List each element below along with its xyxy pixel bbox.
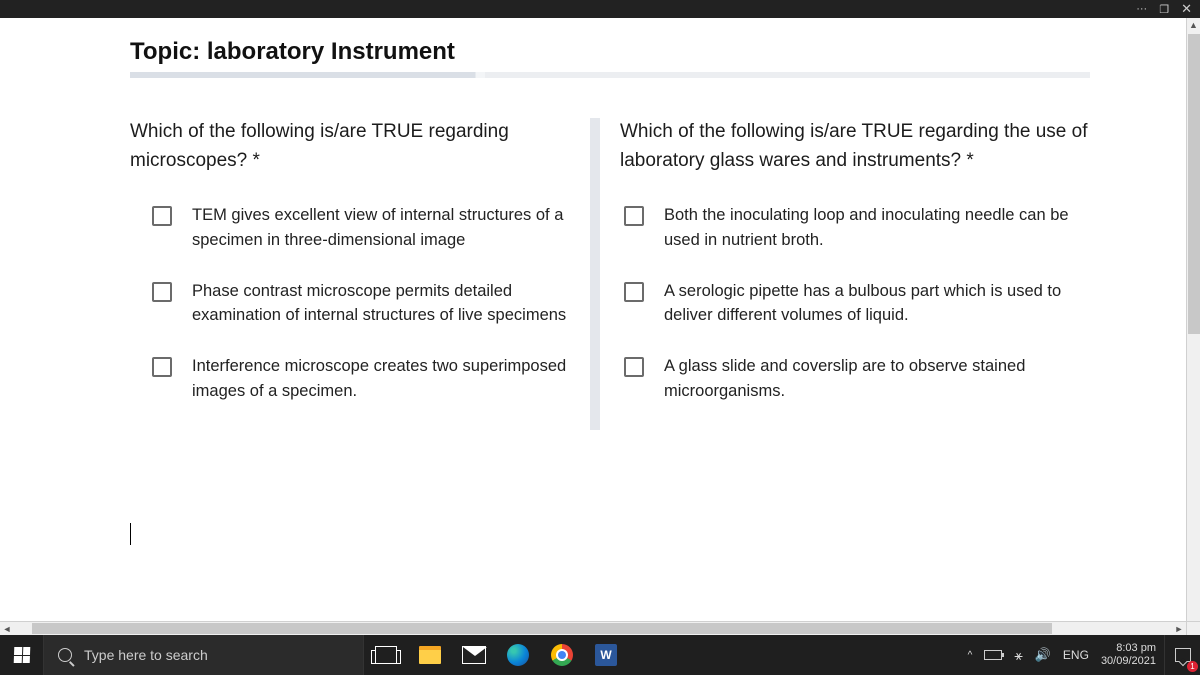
option-text: Phase contrast microscope permits detail… <box>192 279 572 329</box>
scroll-left-icon[interactable]: ◄ <box>0 624 14 634</box>
search-placeholder: Type here to search <box>84 647 208 663</box>
taskbar-search[interactable]: Type here to search <box>44 635 364 675</box>
scroll-right-icon[interactable]: ► <box>1172 624 1186 634</box>
option-row: A glass slide and coverslip are to obser… <box>620 354 1090 404</box>
mail-icon <box>462 646 486 664</box>
mail-button[interactable] <box>452 635 496 675</box>
tray-date: 30/09/2021 <box>1101 655 1156 668</box>
window-titlebar: ··· ❐ ✕ <box>0 0 1200 18</box>
checkbox[interactable] <box>624 206 644 226</box>
task-view-button[interactable] <box>364 635 408 675</box>
file-explorer-button[interactable] <box>408 635 452 675</box>
checkbox[interactable] <box>152 206 172 226</box>
checkbox[interactable] <box>152 282 172 302</box>
document-page: Topic: laboratory Instrument Which of th… <box>0 18 1186 635</box>
topic-heading: Topic: laboratory Instrument <box>130 38 1186 66</box>
option-text: Interference microscope creates two supe… <box>192 354 572 404</box>
scroll-thumb[interactable] <box>32 623 1052 634</box>
language-indicator[interactable]: ENG <box>1063 648 1089 662</box>
chrome-icon <box>551 644 573 666</box>
option-row: Both the inoculating loop and inoculatin… <box>620 203 1090 253</box>
checkbox[interactable] <box>624 282 644 302</box>
vertical-scrollbar[interactable]: ▲ <box>1186 18 1200 635</box>
taskbar: Type here to search W ^ ⚹ 🔊 ENG 8:03 pm … <box>0 635 1200 675</box>
windows-logo-icon <box>13 647 30 663</box>
battery-icon[interactable] <box>984 650 1002 660</box>
option-text: Both the inoculating loop and inoculatin… <box>664 203 1090 253</box>
scroll-track[interactable] <box>14 622 1172 635</box>
checkbox[interactable] <box>624 357 644 377</box>
topic-underline <box>130 72 1090 78</box>
option-row: Phase contrast microscope permits detail… <box>130 279 572 329</box>
checkbox[interactable] <box>152 357 172 377</box>
question-card-1: Which of the following is/are TRUE regar… <box>130 118 600 430</box>
tray-overflow-icon[interactable]: ^ <box>968 650 973 661</box>
sound-icon[interactable]: 🔊 <box>1035 647 1051 663</box>
more-icon[interactable]: ··· <box>1136 3 1147 15</box>
scroll-thumb[interactable] <box>1188 34 1200 334</box>
search-icon <box>58 648 72 662</box>
question-card-2: Which of the following is/are TRUE regar… <box>620 118 1090 430</box>
text-cursor <box>130 523 131 545</box>
option-text: A glass slide and coverslip are to obser… <box>664 354 1090 404</box>
folder-icon <box>419 646 441 664</box>
edge-button[interactable] <box>496 635 540 675</box>
clock[interactable]: 8:03 pm 30/09/2021 <box>1101 642 1156 668</box>
scroll-up-icon[interactable]: ▲ <box>1187 18 1200 32</box>
scroll-corner <box>1186 621 1200 635</box>
chrome-button[interactable] <box>540 635 584 675</box>
wifi-icon[interactable]: ⚹ <box>1014 647 1022 664</box>
notification-badge: 1 <box>1187 661 1198 672</box>
word-icon: W <box>595 644 617 666</box>
word-button[interactable]: W <box>584 635 628 675</box>
restore-icon[interactable]: ❐ <box>1159 3 1169 16</box>
action-center-button[interactable]: 1 <box>1164 635 1200 675</box>
system-tray: ^ ⚹ 🔊 ENG 8:03 pm 30/09/2021 <box>968 642 1164 668</box>
task-view-icon <box>375 646 397 664</box>
tray-time: 8:03 pm <box>1101 642 1156 655</box>
option-text: A serologic pipette has a bulbous part w… <box>664 279 1090 329</box>
option-row: A serologic pipette has a bulbous part w… <box>620 279 1090 329</box>
edge-icon <box>507 644 529 666</box>
option-row: Interference microscope creates two supe… <box>130 354 572 404</box>
horizontal-scrollbar[interactable]: ◄ ► <box>0 621 1186 635</box>
notification-icon <box>1175 648 1191 662</box>
option-text: TEM gives excellent view of internal str… <box>192 203 572 253</box>
question-title: Which of the following is/are TRUE regar… <box>130 118 572 175</box>
start-button[interactable] <box>0 635 44 675</box>
question-title: Which of the following is/are TRUE regar… <box>620 118 1090 175</box>
option-row: TEM gives excellent view of internal str… <box>130 203 572 253</box>
close-icon[interactable]: ✕ <box>1181 1 1192 17</box>
